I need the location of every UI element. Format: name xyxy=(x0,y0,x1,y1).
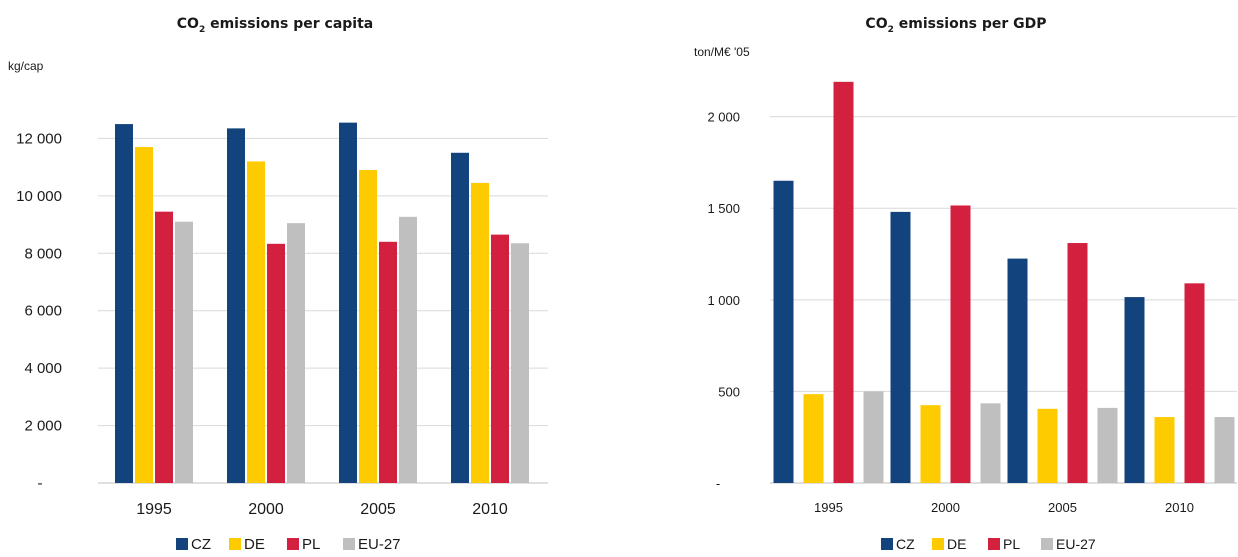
chart2-bar-de-2000 xyxy=(920,405,941,483)
chart2-bar-pl-2005 xyxy=(1067,243,1088,483)
chart2-y-tick-label: - xyxy=(716,476,720,491)
chart2-legend-label-pl: PL xyxy=(1003,536,1020,552)
chart2-legend-swatch-eu-27 xyxy=(1041,538,1053,550)
chart2-bar-de-1995 xyxy=(803,394,824,483)
chart1-y-tick-label: 4 000 xyxy=(24,360,62,377)
chart1-bar-de-2005 xyxy=(359,170,377,483)
chart1-plot: - 2 000 4 000 6 000 8 000 10 000 12 000 1995 200… xyxy=(16,122,548,553)
chart2-bar-eu-27-2005 xyxy=(1097,407,1118,483)
chart2-legend-label-de: DE xyxy=(947,536,966,552)
chart1-bar-de-2010 xyxy=(471,182,489,483)
chart2-bar-eu-27-2010 xyxy=(1214,417,1235,483)
chart2-bar-cz-2010 xyxy=(1124,297,1145,483)
chart2-legend-swatch-cz xyxy=(881,538,893,550)
chart1-legend-swatch-eu-27 xyxy=(343,538,355,550)
chart2-bar-de-2010 xyxy=(1154,417,1175,483)
chart1-legend-label-cz: CZ xyxy=(191,536,211,553)
chart1-bar-eu-27-2010 xyxy=(511,243,529,483)
chart1-legend-swatch-pl xyxy=(287,538,299,550)
chart1-bar-cz-2000 xyxy=(227,128,245,483)
chart1-legend-label-de: DE xyxy=(244,536,265,553)
chart1-bar-pl-2010 xyxy=(491,234,509,483)
chart2-plot: - 500 1 000 1 500 2 000 1995 2000 2005 2010 CZ DE P… xyxy=(707,81,1237,552)
chart2-y-tick-label: 1 500 xyxy=(707,201,740,216)
chart2-bar-pl-2010 xyxy=(1184,283,1205,483)
chart1-y-tick-label: 10 000 xyxy=(16,188,62,205)
chart1-y-tick-label: 2 000 xyxy=(24,418,62,435)
chart1-bar-cz-2005 xyxy=(339,122,357,483)
chart1-y-tick-label: 6 000 xyxy=(24,303,62,320)
chart2-x-tick-label: 1995 xyxy=(814,500,843,515)
chart2-y-tick-label: 1 000 xyxy=(707,293,740,308)
chart1-bar-eu-27-2000 xyxy=(287,223,305,483)
chart1-x-tick-label: 2000 xyxy=(248,501,284,518)
chart2-title: CO2 emissions per GDP xyxy=(865,16,1046,35)
chart2-x-tick-label: 2010 xyxy=(1165,500,1194,515)
chart1-title: CO2 emissions per capita xyxy=(177,16,373,35)
chart2-bar-de-2005 xyxy=(1037,408,1058,483)
chart2-bar-eu-27-2000 xyxy=(980,403,1001,483)
chart2-legend-swatch-de xyxy=(932,538,944,550)
chart1-y-tick-label: 12 000 xyxy=(16,130,62,147)
chart2-y-tick-label: 2 000 xyxy=(707,110,740,125)
chart1-bar-de-2000 xyxy=(247,161,265,483)
chart2-bar-pl-2000 xyxy=(950,205,971,483)
chart2-x-tick-label: 2000 xyxy=(931,500,960,515)
chart2-bar-cz-1995 xyxy=(773,180,794,483)
chart2-legend-swatch-pl xyxy=(988,538,1000,550)
chart1-legend-label-pl: PL xyxy=(302,536,320,553)
chart1-y-tick-label: - xyxy=(38,475,43,492)
chart1-legend-swatch-de xyxy=(229,538,241,550)
chart1-x-tick-label: 1995 xyxy=(136,501,172,518)
chart1-bar-eu-27-2005 xyxy=(399,216,417,483)
chart1-legend-label-eu-27: EU-27 xyxy=(358,536,401,553)
chart1-x-tick-label: 2005 xyxy=(360,501,396,518)
chart2-bar-cz-2000 xyxy=(890,211,911,483)
chart1-bar-pl-2005 xyxy=(379,241,397,483)
chart2-y-tick-label: 500 xyxy=(718,384,740,399)
chart2-bar-pl-1995 xyxy=(833,81,854,483)
chart1-bar-pl-1995 xyxy=(155,211,173,483)
chart1-x-tick-label: 2010 xyxy=(472,501,508,518)
chart1-bar-cz-2010 xyxy=(451,152,469,484)
chart2-x-tick-label: 2005 xyxy=(1048,500,1077,515)
chart2-legend-label-eu-27: EU-27 xyxy=(1056,536,1096,552)
chart2-y-unit: ton/M€ '05 xyxy=(694,45,750,59)
chart1-y-unit: kg/cap xyxy=(8,59,44,73)
chart2-bar-eu-27-1995 xyxy=(863,391,884,483)
chart2-bar-cz-2005 xyxy=(1007,258,1028,483)
chart1-legend-swatch-cz xyxy=(176,538,188,550)
chart1-bar-pl-2000 xyxy=(267,243,285,483)
chart1-bar-cz-1995 xyxy=(115,124,133,484)
chart1-y-tick-label: 8 000 xyxy=(24,245,62,262)
chart1-bar-de-1995 xyxy=(135,147,153,484)
chart2-legend-label-cz: CZ xyxy=(896,536,915,552)
chart1-bar-eu-27-1995 xyxy=(175,221,193,483)
